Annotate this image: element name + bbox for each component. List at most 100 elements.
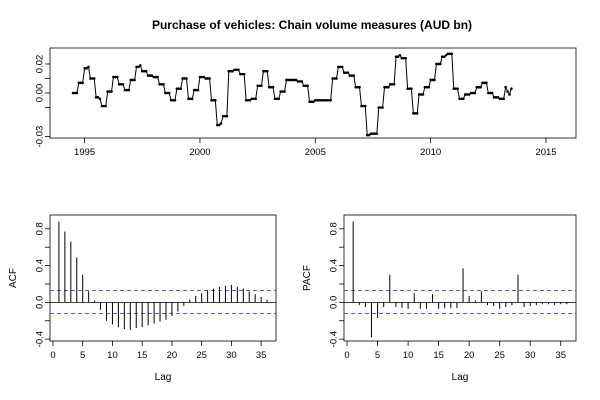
data-point [394, 55, 398, 59]
data-point [490, 91, 494, 95]
data-point [244, 98, 248, 102]
data-point [469, 91, 473, 95]
data-point [500, 97, 504, 101]
data-point [256, 84, 259, 88]
data-point [210, 98, 213, 102]
x-axis-label: Lag [452, 372, 469, 383]
data-point [454, 87, 457, 90]
data-point [323, 98, 327, 102]
y-tick-label: 0.02 [35, 55, 46, 74]
data-point [317, 98, 321, 102]
x-tick-label: 30 [525, 350, 536, 361]
data-point [433, 78, 436, 82]
x-tick-label: 2005 [305, 147, 326, 158]
y-tick-label: 0.8 [329, 222, 340, 235]
y-tick-label: 0.4 [35, 259, 46, 272]
data-point [456, 87, 459, 90]
data-point [365, 133, 369, 137]
data-point [258, 84, 261, 88]
data-point [448, 52, 452, 56]
data-point [187, 97, 190, 101]
data-point [302, 84, 306, 88]
data-point [350, 74, 354, 77]
data-point [87, 65, 90, 69]
data-point [167, 91, 171, 95]
data-point [142, 69, 146, 73]
data-point [492, 96, 496, 99]
data-point [194, 88, 198, 92]
data-point [450, 52, 454, 56]
data-point [106, 90, 109, 93]
data-point [73, 91, 77, 95]
data-point [388, 82, 392, 86]
pacf-panel: 0 5 10 15 20 25 30 35 -0.4 0.0 0.4 0.8 Lag PACF [302, 214, 577, 383]
data-point [91, 77, 94, 80]
data-point [267, 85, 271, 89]
data-point [304, 84, 307, 88]
data-point [81, 81, 84, 85]
data-point [156, 75, 159, 79]
data-point [329, 98, 332, 102]
data-point [131, 78, 134, 82]
data-point [185, 77, 188, 80]
data-point [127, 88, 131, 92]
data-point [265, 69, 269, 73]
data-point [342, 71, 346, 74]
data-point [158, 82, 161, 86]
data-point [102, 104, 106, 108]
x-tick-label: 2000 [189, 147, 210, 158]
series-points [71, 52, 513, 137]
data-point [206, 77, 209, 80]
data-point [83, 67, 86, 70]
data-point [440, 55, 444, 59]
data-point [306, 84, 309, 88]
data-point [227, 69, 231, 73]
data-point [123, 88, 127, 92]
data-point [144, 69, 148, 73]
data-point [379, 106, 382, 109]
data-point [148, 74, 152, 77]
data-point [229, 69, 233, 73]
data-point [237, 68, 240, 72]
data-point [362, 104, 365, 108]
data-point [137, 65, 140, 69]
data-point [319, 98, 323, 102]
data-point [250, 97, 254, 101]
data-point [392, 82, 396, 86]
data-point [275, 97, 279, 101]
x-tick-label: 2015 [535, 147, 556, 158]
data-point [285, 78, 288, 82]
data-point [121, 82, 125, 86]
data-point [246, 98, 250, 102]
data-point [75, 91, 79, 95]
data-point [425, 85, 429, 89]
data-point [94, 96, 98, 99]
data-point [327, 98, 331, 102]
data-point [281, 90, 284, 93]
data-point [289, 78, 292, 82]
data-point [371, 132, 375, 135]
data-point [325, 98, 329, 102]
data-point [352, 74, 356, 77]
data-point [223, 114, 227, 118]
plot-frame [343, 214, 577, 342]
data-point [494, 96, 498, 99]
x-tick-label: 25 [494, 350, 505, 361]
data-point [260, 84, 263, 88]
data-point [92, 77, 96, 80]
data-point [444, 53, 448, 57]
data-point [331, 77, 334, 80]
data-point [339, 65, 342, 69]
data-point [415, 112, 419, 115]
data-point [481, 81, 484, 85]
data-point [71, 91, 75, 95]
data-point [117, 82, 121, 86]
y-tick-label: 0.0 [329, 296, 340, 309]
data-point [487, 91, 490, 95]
plot-frame [49, 214, 277, 342]
data-point [308, 100, 311, 104]
data-point [200, 75, 204, 79]
data-point [437, 62, 440, 66]
data-point [315, 98, 319, 102]
time-series-panel: 1995 2000 2005 2010 2015 -0.03 0.00 0.02 [35, 47, 577, 158]
